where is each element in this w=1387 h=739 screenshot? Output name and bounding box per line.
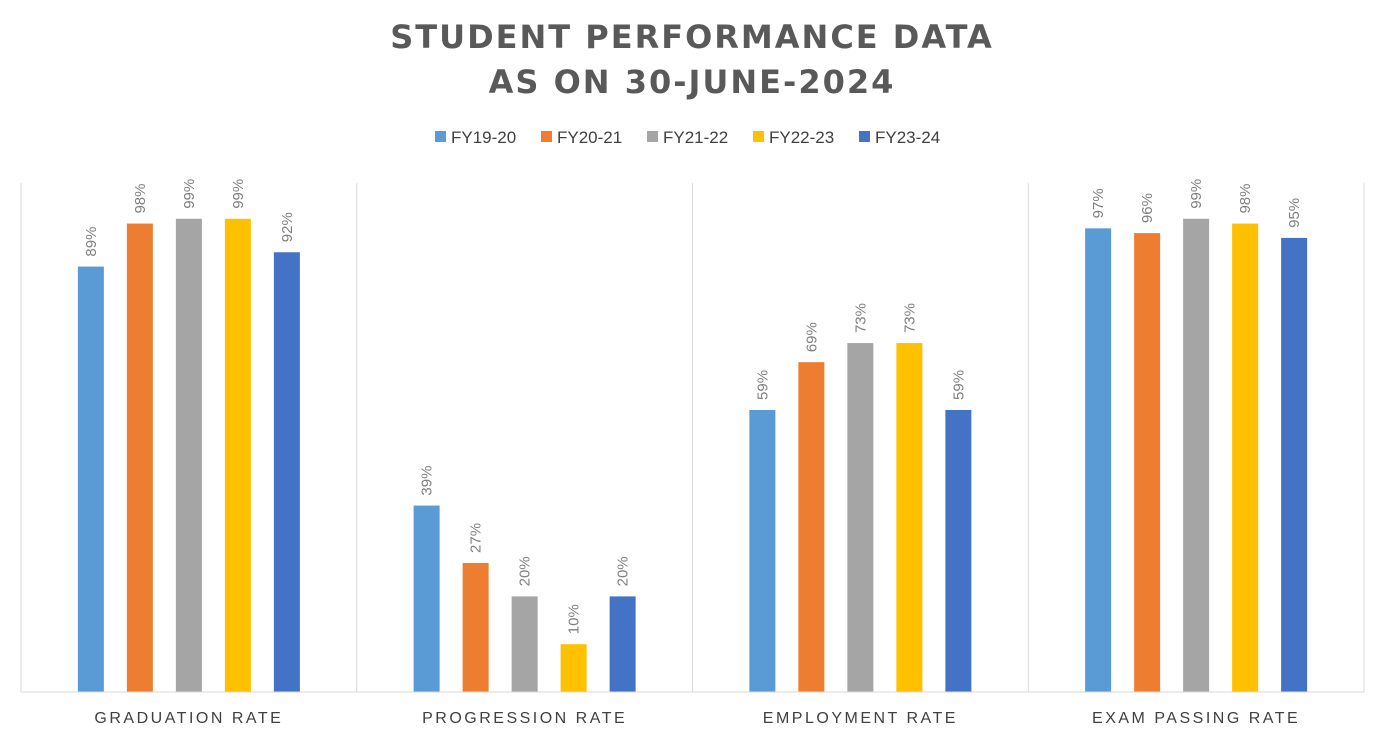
- chart-subtitle: AS ON 30-JUNE-2024: [489, 63, 896, 101]
- data-label: 92%: [279, 212, 296, 242]
- data-label: 89%: [83, 227, 100, 257]
- category-separators: [20, 183, 1365, 692]
- bars: [77, 218, 1308, 693]
- category-label: PROGRESSION RATE: [422, 710, 627, 727]
- data-label: 98%: [1237, 184, 1254, 214]
- data-label: 69%: [803, 322, 820, 352]
- data-label: 73%: [901, 303, 918, 333]
- data-label: 95%: [1286, 198, 1303, 228]
- bar: [1183, 218, 1210, 692]
- data-label: 39%: [419, 466, 436, 496]
- data-label: 73%: [852, 303, 869, 333]
- data-label: 59%: [754, 370, 771, 400]
- bar: [798, 362, 825, 692]
- data-label: 20%: [517, 556, 534, 586]
- legend-label: FY19-20: [451, 128, 516, 147]
- legend-label: FY21-22: [663, 128, 728, 147]
- data-label: 27%: [468, 523, 485, 553]
- bar: [77, 266, 104, 692]
- bar: [126, 223, 153, 692]
- data-label: 97%: [1090, 188, 1107, 218]
- legend-label: FY23-24: [875, 128, 940, 147]
- bar: [609, 596, 636, 692]
- bar: [462, 562, 489, 692]
- data-label: 99%: [1188, 179, 1205, 209]
- data-label: 20%: [615, 556, 632, 586]
- bar: [749, 409, 776, 692]
- legend-swatch: [647, 131, 658, 142]
- bar: [1134, 233, 1161, 692]
- data-label: 96%: [1139, 193, 1156, 223]
- data-label: 99%: [181, 179, 198, 209]
- bar: [847, 343, 874, 692]
- bar: [896, 343, 923, 692]
- data-label: 10%: [566, 604, 583, 634]
- bar: [1232, 223, 1259, 692]
- legend-swatch: [435, 131, 446, 142]
- legend-swatch: [753, 131, 764, 142]
- bar: [224, 218, 251, 692]
- legend-swatch: [859, 131, 870, 142]
- data-label: 99%: [230, 179, 247, 209]
- data-label: 59%: [950, 370, 967, 400]
- data-label: 98%: [132, 184, 149, 214]
- data-labels: 89% 98% 99% 99% 92% 39% 27% 20% 10% 20% 59% 69% 73% 7…: [83, 179, 1303, 634]
- category-label: EMPLOYMENT RATE: [763, 710, 958, 727]
- category-labels: GRADUATION RATE PROGRESSION RATE EMPLOYMEN…: [94, 710, 1300, 727]
- legend-label: FY20-21: [557, 128, 622, 147]
- bar: [1085, 228, 1112, 692]
- chart-title: STUDENT PERFORMANCE DATA: [390, 18, 994, 56]
- legend: FY19-20 FY20-21 FY21-22 FY22-23 FY23-24: [435, 128, 940, 147]
- legend-swatch: [541, 131, 552, 142]
- category-label: EXAM PASSING RATE: [1092, 710, 1300, 727]
- bar: [175, 218, 202, 692]
- bar: [945, 409, 972, 692]
- legend-label: FY22-23: [769, 128, 834, 147]
- bar: [1281, 237, 1308, 692]
- bar: [273, 252, 300, 693]
- bar: [560, 644, 587, 692]
- bar: [413, 505, 440, 692]
- category-label: GRADUATION RATE: [94, 710, 283, 727]
- bar: [511, 596, 538, 692]
